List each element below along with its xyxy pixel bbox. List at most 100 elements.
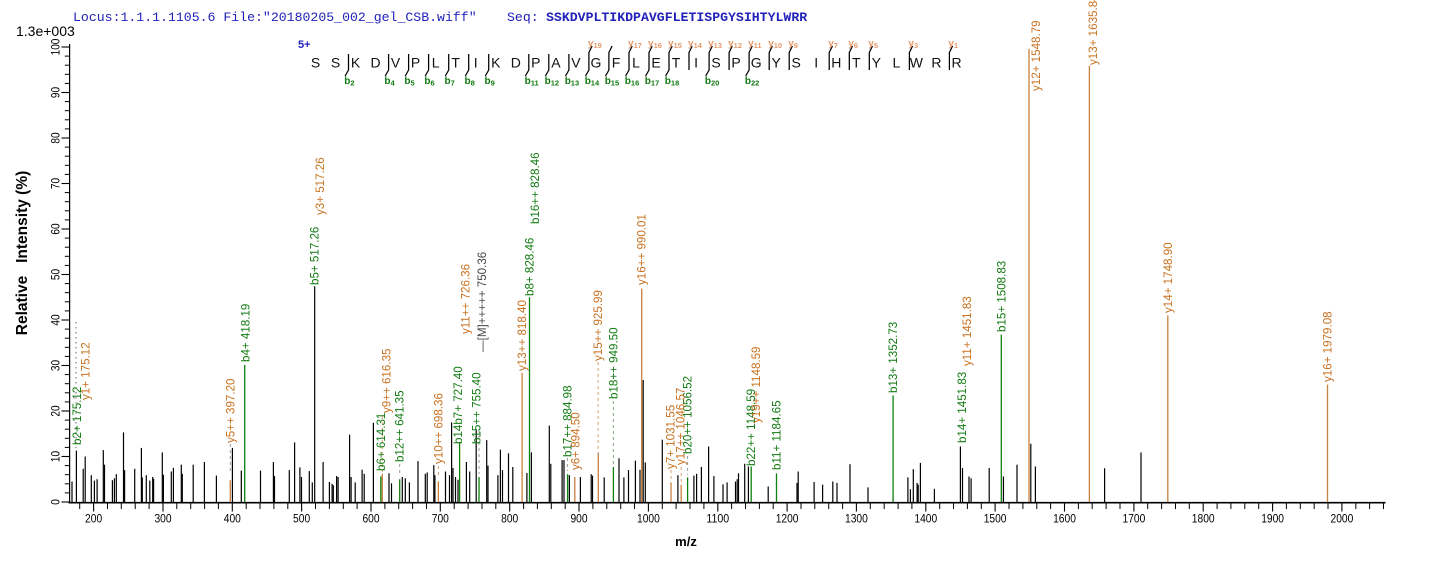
svg-text:y17++ 1046.57: y17++ 1046.57 <box>675 388 688 465</box>
svg-text:y19: y19 <box>588 39 602 51</box>
svg-text:y13+ 1635.84: y13+ 1635.84 <box>1087 0 1100 65</box>
svg-text:T: T <box>451 55 460 71</box>
svg-text:y13++ 818.40: y13++ 818.40 <box>516 300 529 371</box>
svg-text:2000: 2000 <box>1331 512 1354 526</box>
svg-text:b18++ 949.50: b18++ 949.50 <box>607 327 620 399</box>
svg-text:G: G <box>590 55 601 71</box>
svg-text:b5+ 517.26: b5+ 517.26 <box>309 227 322 285</box>
svg-text:Seq:: Seq: <box>507 10 539 25</box>
svg-text:b9: b9 <box>485 76 495 88</box>
svg-text:1400: 1400 <box>914 512 937 526</box>
svg-text:S: S <box>331 55 340 71</box>
svg-text:1300: 1300 <box>845 512 868 526</box>
svg-text:20: 20 <box>49 405 63 416</box>
svg-text:b22: b22 <box>745 76 759 88</box>
svg-text:R: R <box>931 55 941 71</box>
svg-text:y3+ 517.26: y3+ 517.26 <box>314 157 327 215</box>
svg-text:D: D <box>511 55 521 71</box>
svg-text:y11: y11 <box>748 39 762 51</box>
svg-text:b11: b11 <box>525 76 539 88</box>
svg-text:S: S <box>711 55 720 71</box>
svg-text:y6+ 894.50: y6+ 894.50 <box>569 412 582 470</box>
svg-text:0: 0 <box>49 499 63 505</box>
svg-text:1100: 1100 <box>706 512 729 526</box>
svg-text:60: 60 <box>49 223 63 234</box>
svg-text:Y: Y <box>772 55 782 71</box>
svg-text:b20++ 1056.52: b20++ 1056.52 <box>682 376 695 454</box>
svg-text:b6+ 614.31: b6+ 614.31 <box>375 413 388 471</box>
svg-text:1200: 1200 <box>776 512 799 526</box>
svg-text:900: 900 <box>570 512 587 526</box>
svg-text:10: 10 <box>49 451 63 462</box>
svg-text:y17: y17 <box>628 39 642 51</box>
svg-text:D: D <box>371 55 381 71</box>
svg-text:I: I <box>474 55 478 71</box>
svg-text:SSKDVPLTIKDPAVGFLETISPGYSIHTYL: SSKDVPLTIKDPAVGFLETISPGYSIHTYLWRR <box>546 10 807 25</box>
svg-text:300: 300 <box>154 512 171 526</box>
svg-text:—[M]+++++ 750.36: —[M]+++++ 750.36 <box>476 252 489 352</box>
svg-text:100: 100 <box>49 38 63 55</box>
svg-text:y16: y16 <box>648 39 662 51</box>
svg-text:1800: 1800 <box>1192 512 1215 526</box>
svg-text:y14+ 1748.90: y14+ 1748.90 <box>1162 242 1175 313</box>
svg-text:1600: 1600 <box>1053 512 1076 526</box>
svg-text:y7+ 1031.55: y7+ 1031.55 <box>664 405 677 469</box>
svg-text:y16+ 1979.08: y16+ 1979.08 <box>1322 311 1335 382</box>
svg-text:T: T <box>852 55 861 71</box>
svg-text:90: 90 <box>49 87 63 98</box>
svg-text:b14: b14 <box>585 76 600 88</box>
svg-text:E: E <box>651 55 660 71</box>
svg-text:1.3e+003: 1.3e+003 <box>16 23 75 39</box>
svg-text:y9: y9 <box>788 39 798 51</box>
svg-text:y6: y6 <box>848 39 858 51</box>
svg-text:Y: Y <box>872 55 882 71</box>
svg-text:b17++ 884.98: b17++ 884.98 <box>561 385 574 457</box>
svg-text:b11+ 1184.65: b11+ 1184.65 <box>771 400 784 470</box>
svg-text:P: P <box>411 55 420 71</box>
svg-text:b5: b5 <box>404 76 414 88</box>
svg-text:y19++ 1148.59: y19++ 1148.59 <box>750 346 763 423</box>
svg-text:b20: b20 <box>705 76 719 88</box>
svg-text:V: V <box>391 55 401 71</box>
svg-text:b18: b18 <box>665 76 679 88</box>
svg-text:5+: 5+ <box>298 39 311 51</box>
svg-text:b22++ 1148.59: b22++ 1148.59 <box>745 389 758 466</box>
svg-text:800: 800 <box>501 512 518 526</box>
svg-text:y14: y14 <box>688 39 703 51</box>
svg-text:y12: y12 <box>728 39 742 51</box>
svg-text:500: 500 <box>293 512 310 526</box>
svg-text:80: 80 <box>49 132 63 143</box>
svg-text:y11++ 726.36: y11++ 726.36 <box>460 264 473 334</box>
svg-text:b13+ 1352.73: b13+ 1352.73 <box>887 322 900 393</box>
svg-text:b6: b6 <box>424 76 434 88</box>
svg-text:I: I <box>814 55 818 71</box>
svg-text:b12++ 641.35: b12++ 641.35 <box>394 390 407 462</box>
svg-text:S: S <box>311 55 320 71</box>
svg-text:L: L <box>432 55 440 71</box>
svg-text:A: A <box>551 55 561 71</box>
svg-text:b7: b7 <box>445 76 455 88</box>
svg-text:y12+ 1548.79: y12+ 1548.79 <box>1030 20 1043 91</box>
svg-text:200: 200 <box>85 512 102 526</box>
svg-text:b8: b8 <box>465 76 475 88</box>
svg-text:y10: y10 <box>768 39 782 51</box>
svg-text:I: I <box>694 55 698 71</box>
svg-text:b15: b15 <box>605 76 619 88</box>
svg-text:y13: y13 <box>708 39 722 51</box>
svg-text:y10++ 698.36: y10++ 698.36 <box>432 393 445 464</box>
svg-text:G: G <box>751 55 762 71</box>
svg-text:R: R <box>951 55 961 71</box>
svg-text:K: K <box>351 55 361 71</box>
svg-text:b15++ 755.40: b15++ 755.40 <box>471 372 484 444</box>
svg-text:S: S <box>792 55 801 71</box>
svg-text:F: F <box>612 55 621 71</box>
svg-text:b14+ 1451.83: b14+ 1451.83 <box>956 372 969 443</box>
svg-text:b17: b17 <box>645 76 659 88</box>
svg-text:Locus:1.1.1.1105.6 File:"20180: Locus:1.1.1.1105.6 File:"20180205_002_ge… <box>73 10 477 25</box>
svg-text:y1+ 175.12: y1+ 175.12 <box>80 342 93 400</box>
svg-text:700: 700 <box>432 512 449 526</box>
svg-text:y15++ 925.99: y15++ 925.99 <box>592 290 605 361</box>
svg-text:K: K <box>491 55 501 71</box>
svg-text:50: 50 <box>49 269 63 280</box>
svg-text:b12: b12 <box>545 76 559 88</box>
